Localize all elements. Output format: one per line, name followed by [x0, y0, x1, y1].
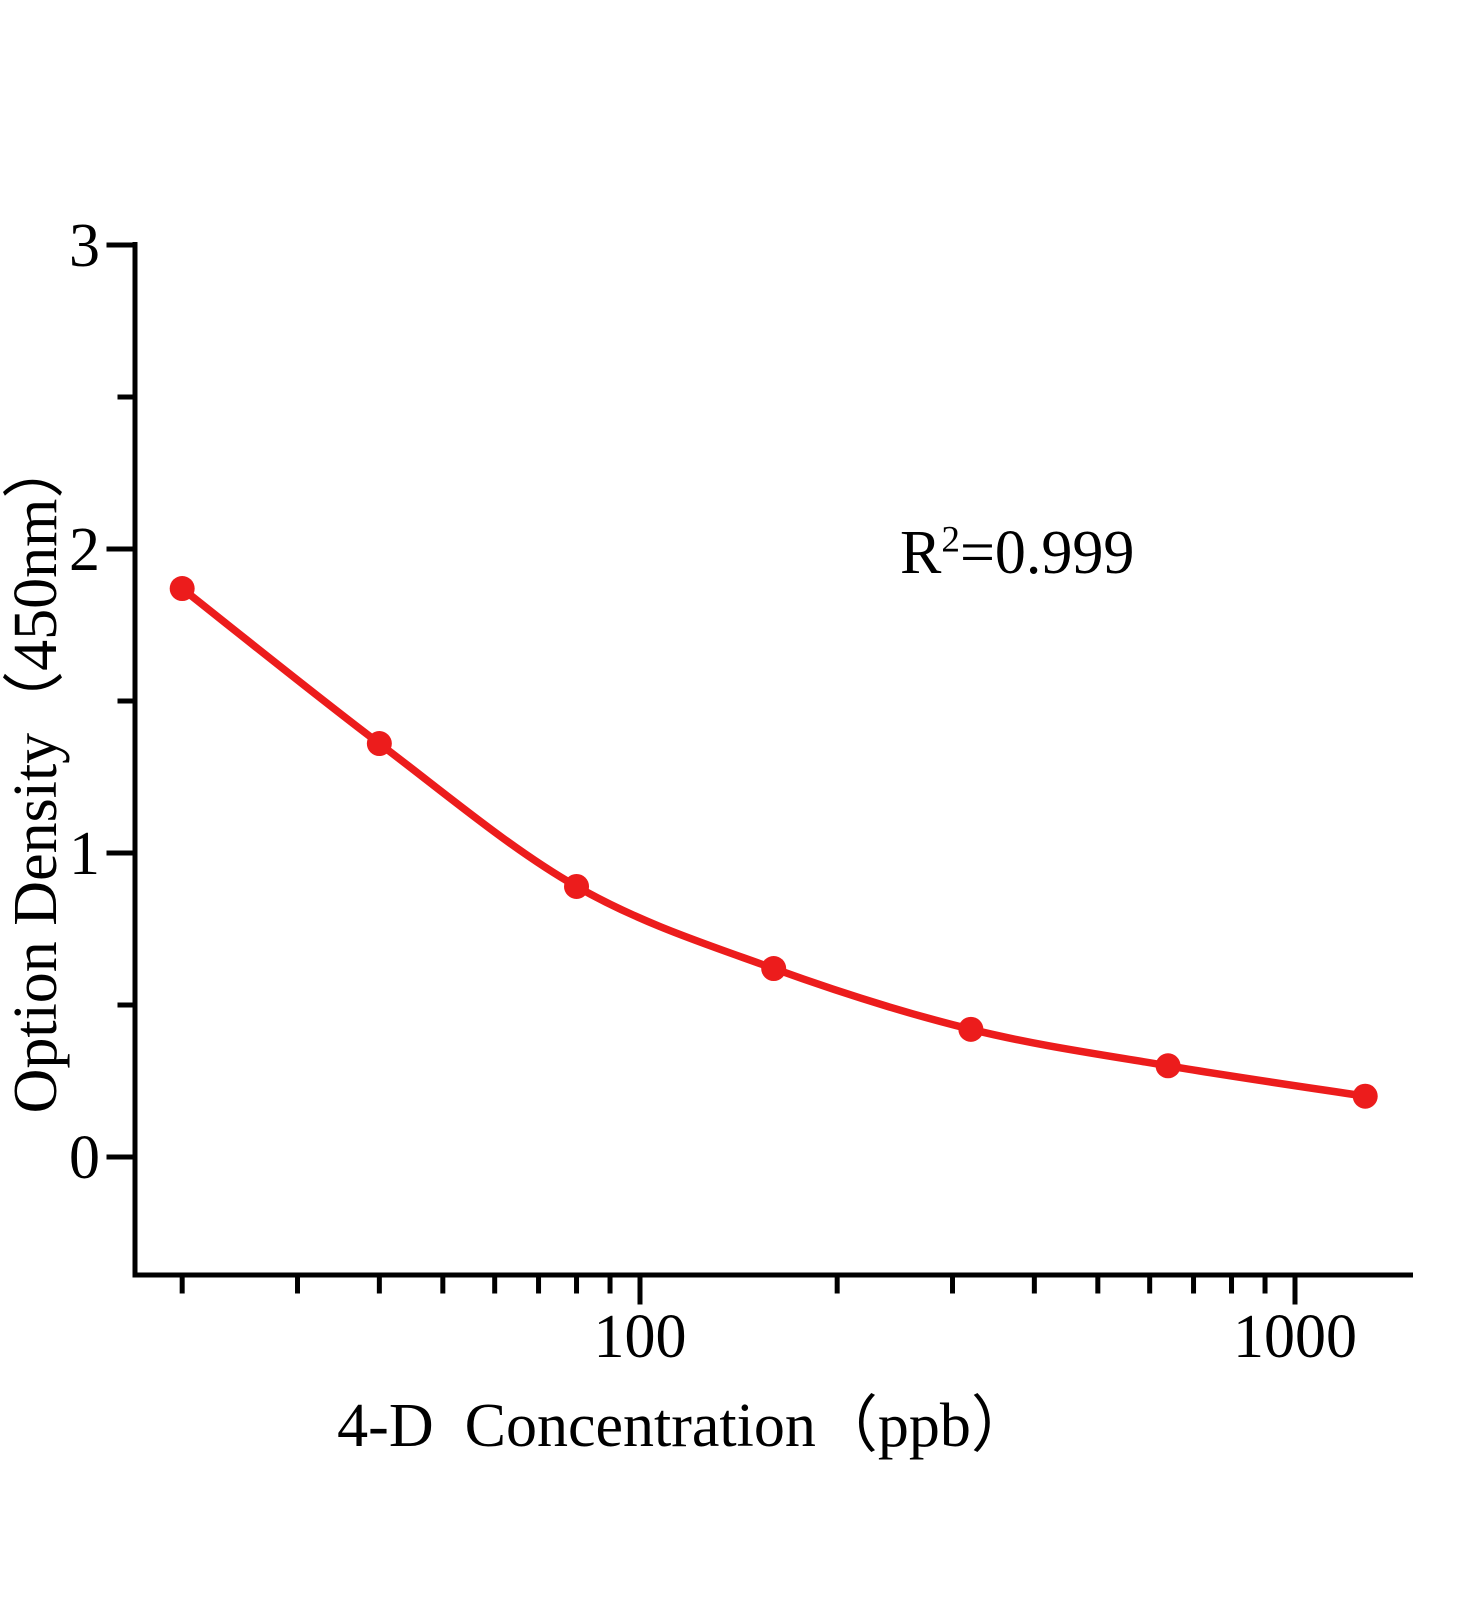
r-squared-value: =0.999: [959, 519, 1135, 587]
standard-curve-line: [178, 584, 1369, 1100]
data-point-marker: [1352, 1083, 1378, 1109]
r-squared-exponent: 2: [941, 519, 960, 561]
data-point-marker: [366, 731, 392, 757]
x-tick-label: 100: [594, 1303, 687, 1371]
data-point-marker: [958, 1016, 984, 1042]
y-tick-label: 0: [69, 1124, 100, 1192]
r-squared-base: R: [900, 519, 942, 587]
y-tick-label: 3: [69, 212, 100, 280]
data-point-marker: [564, 873, 590, 899]
data-point-marker: [761, 956, 787, 982]
y-tick-label: 1: [69, 820, 100, 888]
r-squared-annotation: R2=0.999: [900, 519, 1135, 587]
x-axis-title: 4-D Concentration（ppb）: [337, 1392, 1033, 1460]
y-axis-title: Option Density（450nm）: [2, 436, 70, 1114]
data-point-marker: [1155, 1053, 1181, 1079]
data-point-marker: [169, 576, 195, 602]
y-tick-label: 2: [69, 516, 100, 584]
x-tick-label: 1000: [1233, 1303, 1357, 1371]
